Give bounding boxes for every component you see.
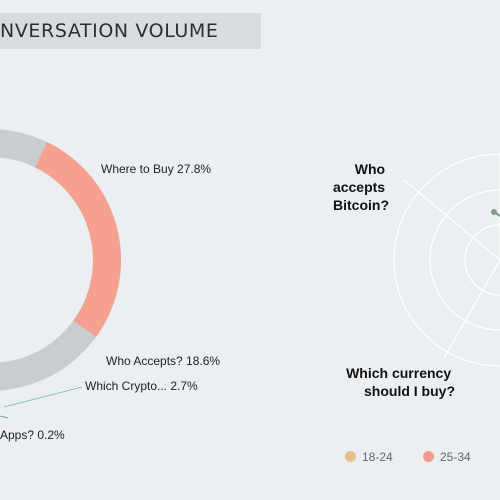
radar-ring-outer: [393, 153, 500, 367]
leader-line-apps: [0, 415, 9, 419]
slice-label-which-crypto: Which Crypto... 2.7%: [85, 379, 198, 393]
legend-label-25-34: 25-34: [440, 450, 471, 464]
legend-dot-25-34: [423, 451, 434, 462]
radar-chart: [393, 153, 500, 367]
slice-label-who-accepts: Who Accepts? 18.6%: [106, 354, 220, 368]
legend-dot-18-24: [345, 451, 356, 462]
slice-label-where-to-buy: Where to Buy 27.8%: [101, 162, 211, 176]
donut-chart: [0, 129, 121, 391]
radar-label-which-currency: Which currency should I buy?: [346, 365, 455, 399]
donut-slice-where-to-buy[interactable]: [34, 142, 121, 337]
legend-item-25-34[interactable]: 25-34: [423, 450, 471, 464]
radar-label-who-accepts: Who accepts Bitcoin?: [333, 161, 389, 213]
radar-point[interactable]: [491, 209, 497, 215]
radar-spoke-who-accepts: [403, 179, 500, 261]
legend-label-18-24: 18-24: [362, 450, 393, 464]
radar-spoke-which-currency: [443, 259, 500, 359]
slice-label-apps: Apps? 0.2%: [0, 428, 65, 442]
radar-ring-inner: [464, 224, 500, 296]
chart-title: NVERSATION VOLUME: [0, 20, 219, 42]
leader-line-crypto: [3, 386, 83, 408]
legend-item-18-24[interactable]: 18-24: [345, 450, 393, 464]
title-bar: [0, 13, 261, 49]
radar-ring-middle: [429, 189, 500, 331]
